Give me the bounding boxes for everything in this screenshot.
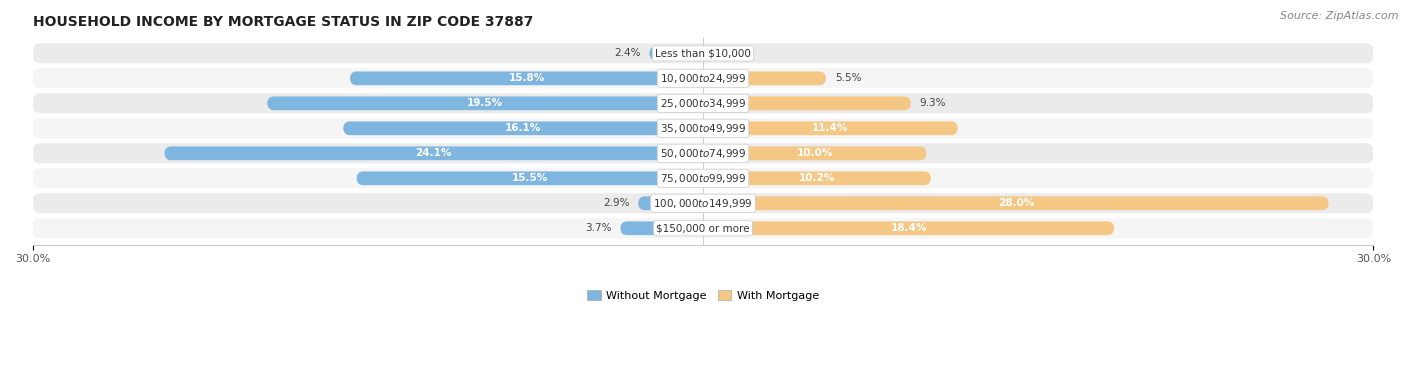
Text: 15.5%: 15.5% (512, 173, 548, 183)
Text: 28.0%: 28.0% (998, 198, 1033, 208)
Text: 16.1%: 16.1% (505, 123, 541, 133)
Text: $10,000 to $24,999: $10,000 to $24,999 (659, 72, 747, 85)
FancyBboxPatch shape (620, 221, 703, 235)
Text: $75,000 to $99,999: $75,000 to $99,999 (659, 172, 747, 185)
FancyBboxPatch shape (638, 196, 703, 210)
FancyBboxPatch shape (32, 193, 1374, 213)
FancyBboxPatch shape (343, 121, 703, 135)
FancyBboxPatch shape (32, 143, 1374, 163)
Text: 19.5%: 19.5% (467, 98, 503, 108)
Text: $35,000 to $49,999: $35,000 to $49,999 (659, 122, 747, 135)
Text: 2.9%: 2.9% (603, 198, 630, 208)
Text: 3.7%: 3.7% (585, 223, 612, 233)
FancyBboxPatch shape (357, 172, 703, 185)
FancyBboxPatch shape (703, 121, 957, 135)
Text: 10.2%: 10.2% (799, 173, 835, 183)
FancyBboxPatch shape (350, 72, 703, 85)
FancyBboxPatch shape (703, 146, 927, 160)
Text: 18.4%: 18.4% (890, 223, 927, 233)
Text: 24.1%: 24.1% (416, 148, 451, 158)
Text: 10.0%: 10.0% (797, 148, 832, 158)
Text: 0.0%: 0.0% (711, 48, 738, 58)
Text: Source: ZipAtlas.com: Source: ZipAtlas.com (1281, 11, 1399, 21)
FancyBboxPatch shape (703, 196, 1329, 210)
Text: Less than $10,000: Less than $10,000 (655, 48, 751, 58)
FancyBboxPatch shape (703, 172, 931, 185)
FancyBboxPatch shape (703, 97, 911, 110)
FancyBboxPatch shape (267, 97, 703, 110)
Text: $25,000 to $34,999: $25,000 to $34,999 (659, 97, 747, 110)
FancyBboxPatch shape (703, 221, 1114, 235)
Text: $150,000 or more: $150,000 or more (657, 223, 749, 233)
FancyBboxPatch shape (165, 146, 703, 160)
FancyBboxPatch shape (32, 118, 1374, 138)
Text: 2.4%: 2.4% (614, 48, 640, 58)
FancyBboxPatch shape (32, 43, 1374, 63)
FancyBboxPatch shape (703, 72, 825, 85)
Text: 5.5%: 5.5% (835, 74, 862, 83)
Text: 9.3%: 9.3% (920, 98, 946, 108)
Text: $50,000 to $74,999: $50,000 to $74,999 (659, 147, 747, 160)
Text: $100,000 to $149,999: $100,000 to $149,999 (654, 197, 752, 210)
FancyBboxPatch shape (650, 46, 703, 60)
Text: HOUSEHOLD INCOME BY MORTGAGE STATUS IN ZIP CODE 37887: HOUSEHOLD INCOME BY MORTGAGE STATUS IN Z… (32, 15, 533, 29)
Text: 15.8%: 15.8% (509, 74, 544, 83)
Text: 11.4%: 11.4% (813, 123, 849, 133)
FancyBboxPatch shape (32, 218, 1374, 238)
Legend: Without Mortgage, With Mortgage: Without Mortgage, With Mortgage (582, 286, 824, 305)
FancyBboxPatch shape (32, 93, 1374, 113)
FancyBboxPatch shape (32, 68, 1374, 88)
FancyBboxPatch shape (32, 168, 1374, 188)
